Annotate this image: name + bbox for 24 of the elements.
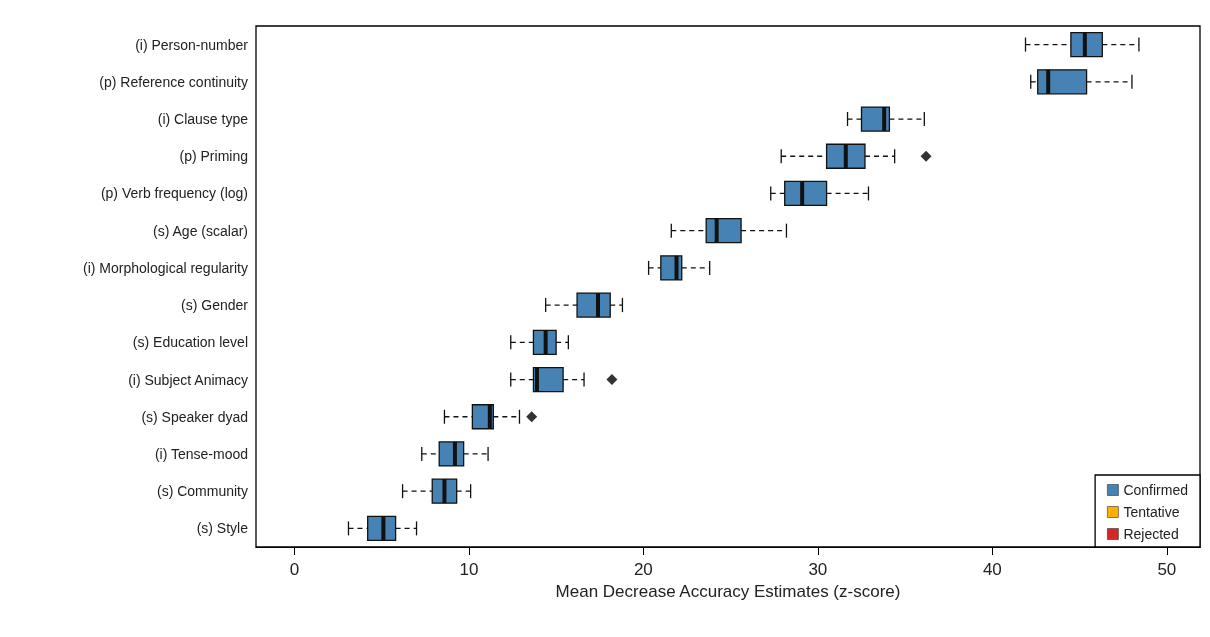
legend-label: Confirmed [1123,482,1189,498]
x-tick-label: 50 [1157,560,1177,579]
x-tick-label: 40 [982,560,1002,579]
x-tick-label: 10 [459,560,479,579]
y-tick-label: (i) Clause type [157,111,249,128]
legend-label: Rejected [1123,526,1179,542]
x-tick-label: 0 [289,560,300,579]
legend-label: Tentative [1123,504,1180,520]
y-tick-label: (s) Community [156,483,248,500]
y-tick-label: (s) Speaker dyad [141,408,248,425]
y-tick-label: (s) Style [196,520,249,537]
y-tick-label: (i) Tense-mood [154,445,248,462]
x-tick-label: 30 [808,560,828,579]
y-tick-label: (i) Morphological regularity [83,259,248,276]
y-tick-label: (s) Age (scalar) [153,222,248,239]
y-tick-label: (p) Reference continuity [99,73,248,90]
x-axis-title: Mean Decrease Accuracy Estimates (z-score) [555,582,901,601]
y-tick-label: (p) Priming [179,148,248,165]
y-tick-label: (i) Person-number [135,36,249,53]
x-tick-label: 20 [633,560,653,579]
y-tick-label: (p) Verb frequency (log) [100,185,248,202]
y-tick-label: (s) Education level [132,334,248,351]
y-tick-label: (s) Gender [181,297,249,314]
y-tick-label: (i) Subject Animacy [128,371,248,388]
